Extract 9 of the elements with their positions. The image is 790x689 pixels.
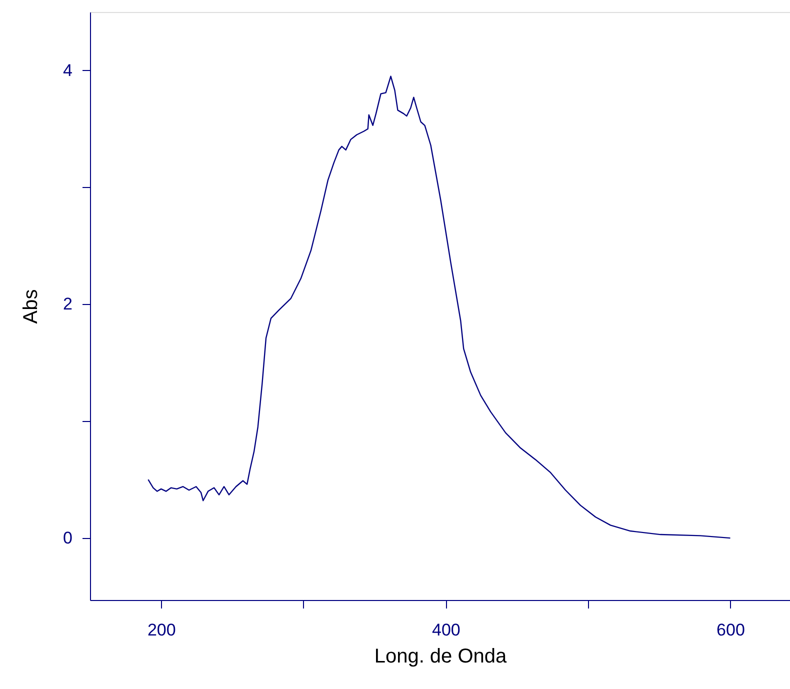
y-tick-label: 0 [63, 528, 72, 548]
y-axis-title: Abs [20, 289, 42, 324]
x-tick-label: 600 [716, 620, 745, 640]
y-tick-label: 2 [63, 294, 72, 314]
x-tick-label: 200 [147, 620, 176, 640]
line-series [148, 76, 731, 539]
x-tick-label: 400 [432, 620, 460, 640]
y-tick-label: 4 [63, 60, 72, 80]
x-axis-title: Long. de Onda [374, 646, 508, 668]
